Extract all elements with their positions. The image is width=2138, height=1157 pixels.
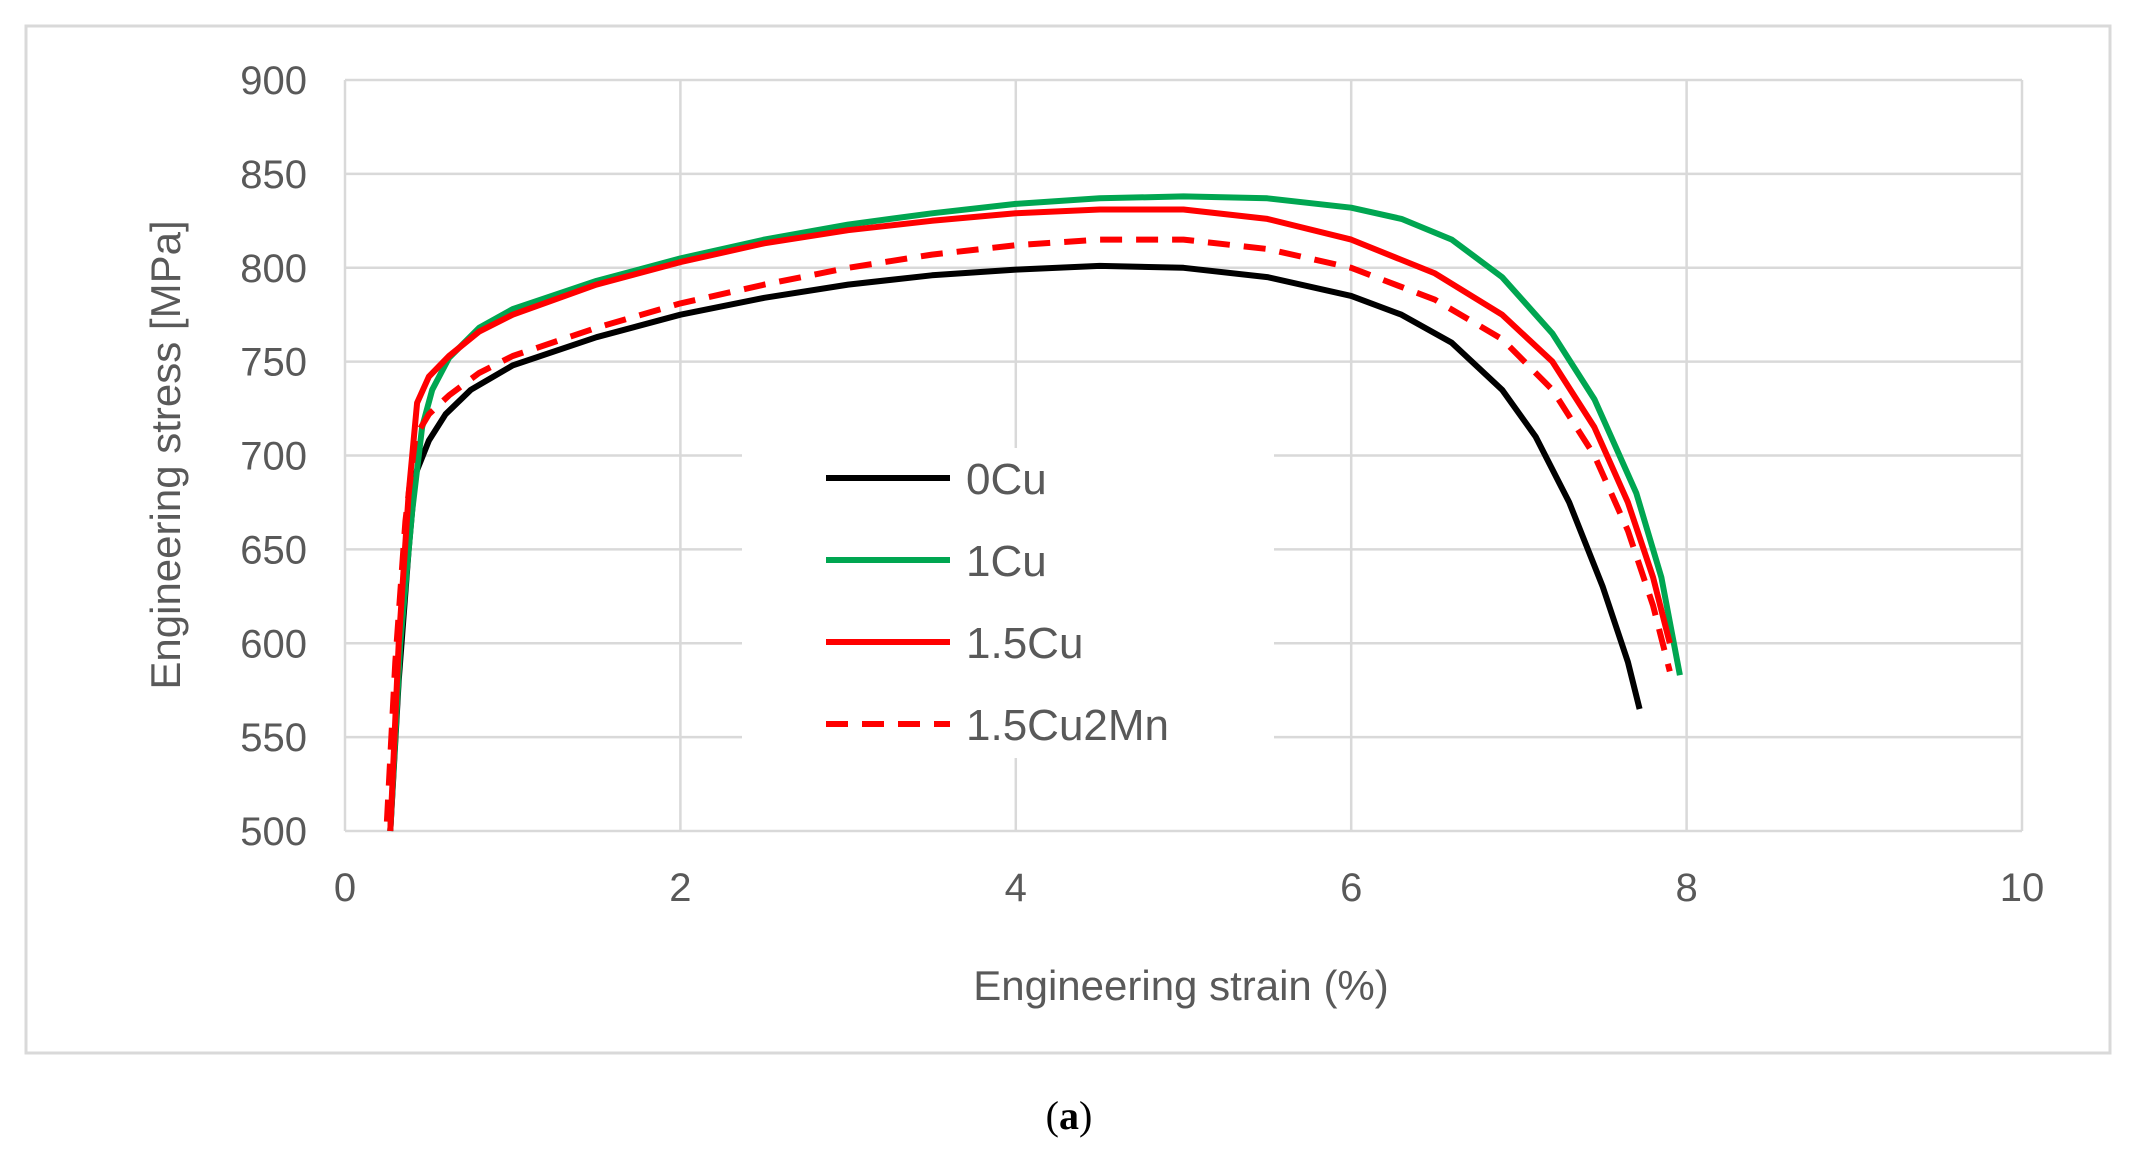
y-tick-label-900: 900 (240, 59, 307, 103)
series-line-1.5Cu2Mn (383, 236, 1673, 822)
series-line-1.5Cu (387, 206, 1673, 832)
x-tick-label-8: 8 (1675, 866, 1697, 910)
x-tick-label-0: 0 (334, 866, 356, 910)
x-tick-labels: 0 2 4 6 8 10 (334, 866, 2044, 910)
x-tick-label-4: 4 (1005, 866, 1027, 910)
y-tick-label-700: 700 (240, 435, 307, 479)
y-tick-label-750: 750 (240, 341, 307, 385)
figure-caption-label: a (1059, 1093, 1079, 1138)
y-tick-label-800: 800 (240, 247, 307, 291)
y-tick-label-600: 600 (240, 622, 307, 666)
y-axis-title: Engineering stress [MPa] (142, 220, 189, 689)
y-tick-labels: 500 550 600 650 700 750 800 850 900 (240, 59, 307, 854)
legend-box (742, 448, 1274, 758)
gridlines (343, 78, 2024, 833)
figure-caption: (a) (1045, 1093, 1093, 1138)
series-line-0Cu (387, 262, 1643, 832)
legend-label-1.5Cu2Mn: 1.5Cu2Mn (966, 701, 1169, 750)
series-layer (383, 193, 1683, 832)
legend-label-0Cu: 0Cu (966, 455, 1047, 504)
legend-label-1.5Cu: 1.5Cu (966, 619, 1083, 668)
y-tick-label-650: 650 (240, 528, 307, 572)
x-tick-label-6: 6 (1340, 866, 1362, 910)
legend-label-1Cu: 1Cu (966, 537, 1047, 586)
y-tick-label-500: 500 (240, 810, 307, 854)
y-tick-label-550: 550 (240, 716, 307, 760)
series-line-1Cu (387, 193, 1683, 832)
x-tick-label-2: 2 (669, 866, 691, 910)
legend: 0Cu 1Cu 1.5Cu 1.5Cu2Mn (826, 455, 1169, 750)
x-axis-title: Engineering strain (%) (973, 962, 1389, 1009)
y-tick-label-850: 850 (240, 153, 307, 197)
x-tick-label-10: 10 (2000, 866, 2045, 910)
